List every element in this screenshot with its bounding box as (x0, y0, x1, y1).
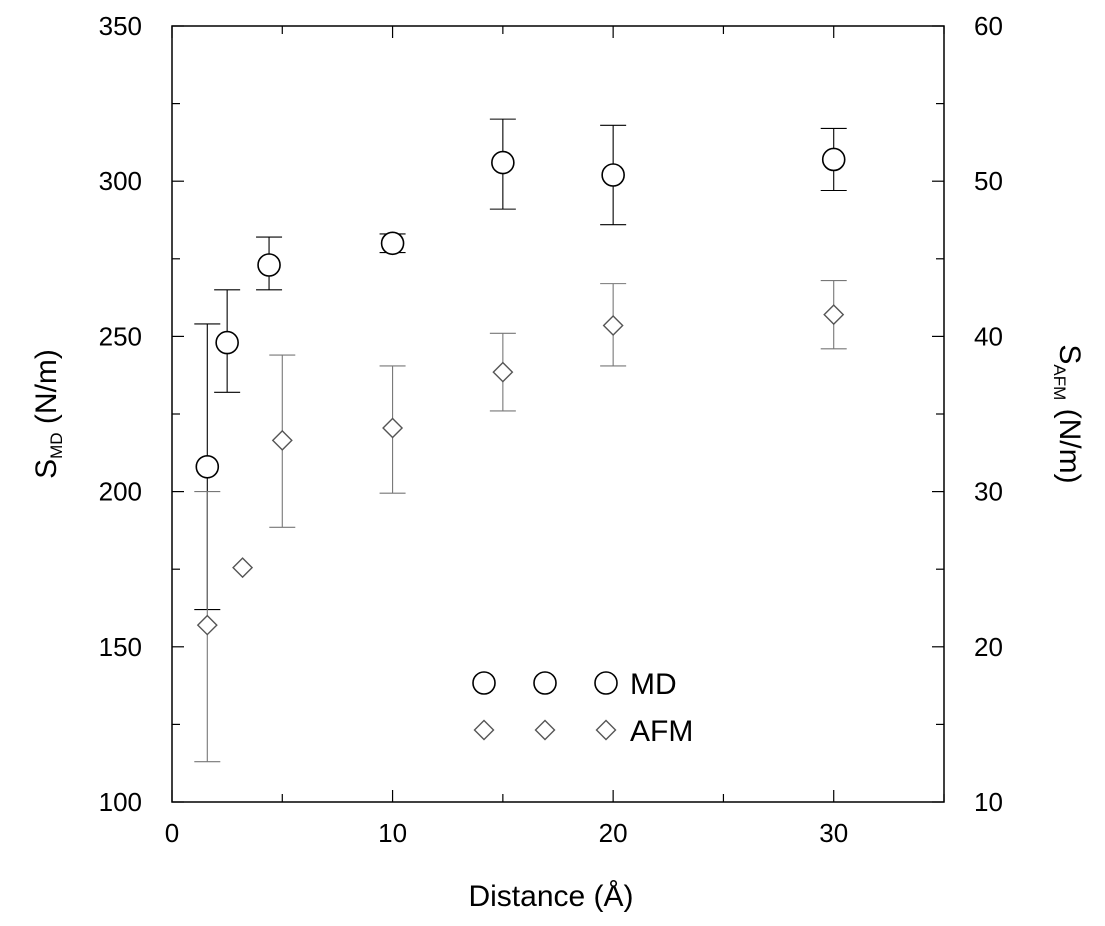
data-point-afm (382, 417, 404, 439)
data-point-afm (232, 557, 254, 579)
data-point-afm (602, 315, 624, 337)
data-point-afm (271, 429, 293, 451)
data-point-md (601, 163, 625, 187)
y2-axis-title-unit: (N/m) (1053, 400, 1086, 483)
legend-marker-md (472, 671, 496, 695)
plot-frame (171, 25, 945, 803)
series-afm (194, 279, 847, 763)
legend-marker-afm (534, 719, 556, 741)
legend-label-md: MD (630, 668, 677, 701)
x-tick-label: 10 (378, 818, 407, 848)
legend-marker-afm (595, 719, 617, 741)
y2-tick-label: 20 (974, 632, 1003, 662)
data-point-afm (492, 361, 514, 383)
y-axis-title-unit: (N/m) (30, 349, 63, 432)
y2-tick-label: 60 (974, 11, 1003, 41)
x-axis-title: Distance (Å) (468, 880, 633, 913)
y-tick-label: 100 (99, 787, 142, 817)
y-tick-label: 300 (99, 166, 142, 196)
y2-axis-title-main: S (1053, 344, 1086, 364)
y2-tick-label: 10 (974, 787, 1003, 817)
y-tick-label: 250 (99, 321, 142, 351)
plot-border (171, 25, 945, 803)
y-axis-right: 10 20 30 40 50 60 (932, 11, 1003, 817)
legend-marker-afm (473, 719, 495, 741)
y-axis-title: SMD (N/m) (30, 349, 66, 479)
x-tick-label: 20 (599, 818, 628, 848)
x-tick-label: 30 (819, 818, 848, 848)
legend-marker-md (594, 671, 618, 695)
series-layer (194, 118, 847, 763)
y-tick-label: 350 (99, 11, 142, 41)
y2-axis-title-sub: AFM (1050, 364, 1069, 400)
y2-tick-label: 50 (974, 166, 1003, 196)
legend-label-afm: AFM (630, 715, 693, 748)
data-point-md (257, 253, 281, 277)
data-point-afm (196, 614, 218, 636)
data-point-md (821, 147, 846, 172)
data-point-md (195, 454, 220, 479)
y-axis-left: 100 150 200 250 300 350 (99, 11, 184, 817)
data-point-md (380, 231, 405, 256)
y2-axis-title: SAFM (N/m) (1050, 344, 1086, 483)
y-tick-label: 200 (99, 477, 142, 507)
y2-tick-label: 40 (974, 321, 1003, 351)
legend: MD AFM (472, 668, 693, 748)
y-tick-label: 150 (99, 632, 142, 662)
x-axis: 0 10 20 30 (165, 26, 945, 848)
x-tick-label: 0 (165, 818, 179, 848)
data-point-afm (823, 304, 845, 326)
y2-tick-label: 30 (974, 477, 1003, 507)
y-axis-title-main: S (30, 459, 63, 479)
y-axis-title-sub: MD (47, 432, 66, 458)
series-md (194, 118, 847, 611)
data-point-md (491, 150, 515, 175)
data-point-md (215, 330, 239, 355)
legend-marker-md (533, 671, 557, 695)
